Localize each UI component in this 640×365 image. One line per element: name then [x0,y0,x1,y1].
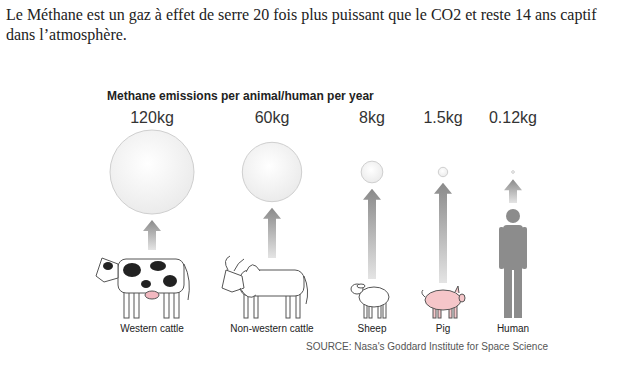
icon-part [225,256,230,270]
category-label: Western cattle [120,323,184,334]
icons [96,209,527,318]
icon-part [145,291,159,299]
icon-part [455,286,459,293]
annotation: Le Méthane est un gaz à effet de serre 2… [6,6,597,44]
icon-part [150,261,166,271]
category-label: Human [497,323,529,334]
title: Methane emissions per animal/human per y… [107,89,374,103]
bubble [512,171,515,174]
icon-part [96,258,118,282]
category-label: Pig [436,323,450,334]
icon-part [246,265,260,272]
icon-part [240,288,256,297]
source: SOURCE: Nasa's Goddard Institute for Spa… [306,341,548,352]
icon-part [357,284,365,288]
icon-part [304,276,308,304]
arrow [263,208,281,258]
icon-part [504,268,512,318]
icon-part [522,227,527,269]
category-label: Sheep [358,323,387,334]
chart: Le Méthane est un gaz à effet de serre 2… [0,0,640,365]
arrow [363,189,381,279]
icon-part [103,262,113,270]
annotation-line: Le Méthane est un gaz à effet de serre 2… [6,6,597,24]
icon-part [359,287,389,307]
icon-part [240,270,304,296]
icon-part [499,227,504,269]
data-label: 1.5kg [423,109,462,126]
data-label: 8kg [359,109,385,126]
bubble [110,130,194,214]
icon-part [118,259,184,293]
icon-part [141,280,151,288]
arrow [143,220,161,250]
data-label: 0.12kg [489,109,537,126]
arrow [504,179,522,203]
bubble [242,142,301,201]
data-label: 120kg [130,109,174,126]
icon-part [422,290,425,297]
icon-part [234,259,244,271]
icon-part [514,268,522,318]
icon-part [184,264,189,300]
icon-part [459,294,465,302]
annotation-line: dans l’atmosphère. [6,26,127,44]
bubble [361,161,383,183]
arrow [434,183,452,283]
icon-part [503,225,523,270]
category-label: Non-western cattle [230,323,314,334]
plot-area [110,130,514,214]
icon-part [425,290,461,310]
data-label: 60kg [255,109,290,126]
arrows [143,179,522,283]
icon-part [123,263,141,277]
icon-part [163,275,177,287]
bubble [438,167,447,176]
icon-part [506,209,520,223]
